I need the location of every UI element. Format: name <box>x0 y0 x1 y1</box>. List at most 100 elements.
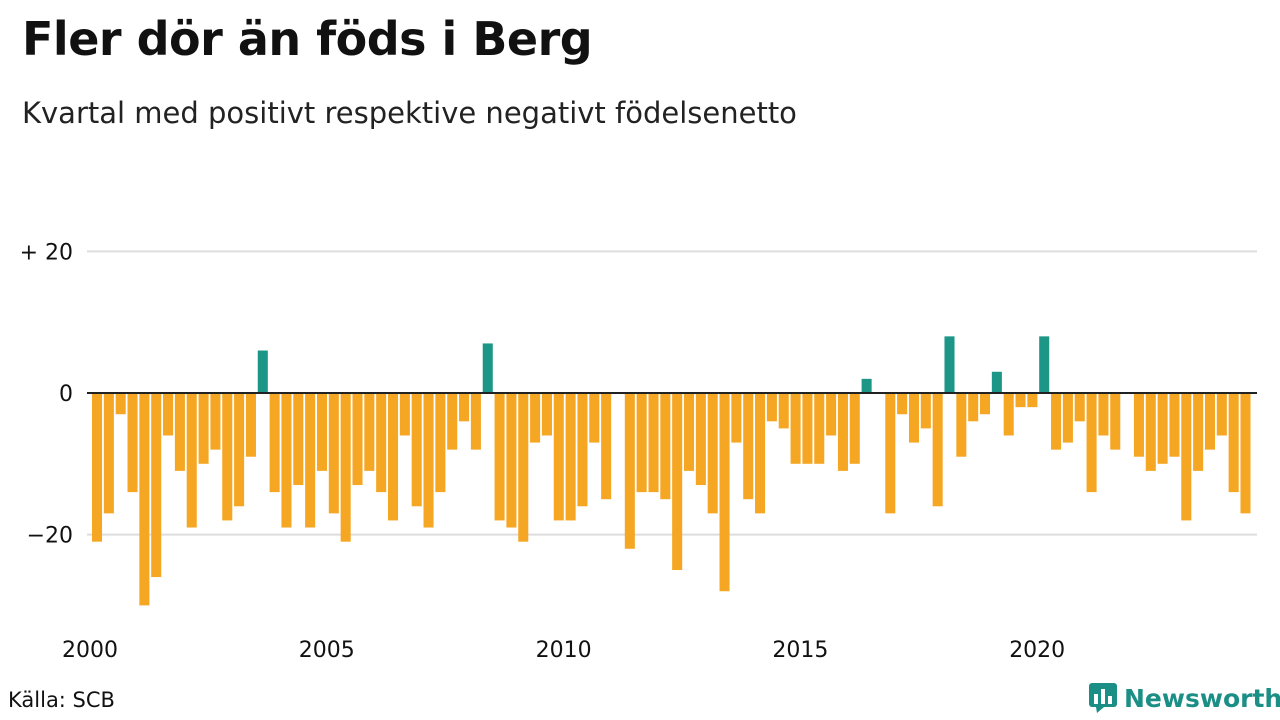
bar-negative <box>660 393 671 500</box>
bar-negative <box>459 393 470 422</box>
bar-negative <box>245 393 256 457</box>
x-axis-labels: 2000 2005 2010 2015 2020 <box>62 638 1065 663</box>
bar-negative <box>695 393 706 486</box>
bar-negative <box>778 393 789 429</box>
bar-negative <box>328 393 339 514</box>
bar-negative <box>163 393 174 436</box>
bar-negative <box>1015 393 1026 408</box>
bar-negative <box>1204 393 1215 450</box>
bar-negative <box>932 393 943 507</box>
bar-negative <box>968 393 979 422</box>
bar-negative <box>802 393 813 464</box>
bar-negative <box>577 393 588 507</box>
bar-negative <box>707 393 718 514</box>
bar-negative <box>885 393 896 514</box>
x-tick-label: 2005 <box>299 638 355 663</box>
bar-negative <box>316 393 327 471</box>
bar-negative <box>530 393 541 443</box>
bar-negative <box>506 393 517 528</box>
bar-negative <box>174 393 185 471</box>
bar-negative <box>826 393 837 436</box>
bar-negative <box>684 393 695 471</box>
y-tick-label: + 20 <box>20 240 73 265</box>
bar-negative <box>281 393 292 528</box>
bar-negative <box>1181 393 1192 521</box>
bar-negative <box>1027 393 1038 408</box>
bar-negative <box>411 393 422 507</box>
bar-negative <box>1169 393 1180 457</box>
x-tick-label: 2015 <box>772 638 828 663</box>
bar-negative <box>837 393 848 471</box>
bar-negative <box>352 393 363 486</box>
bar-negative <box>1062 393 1073 443</box>
bar-negative <box>447 393 458 450</box>
bar-negative <box>1145 393 1156 471</box>
bar-negative <box>766 393 777 422</box>
bar-negative <box>399 393 410 436</box>
bar-negative <box>1228 393 1239 493</box>
bar-negative <box>636 393 647 493</box>
bar-positive <box>257 350 268 393</box>
bar-negative <box>1216 393 1227 436</box>
bar-negative <box>210 393 221 450</box>
bar-negative <box>494 393 505 521</box>
bar-negative <box>624 393 635 549</box>
bar-negative <box>1133 393 1144 457</box>
bar-negative <box>956 393 967 457</box>
bar-negative <box>553 393 564 521</box>
bar-negative <box>731 393 742 443</box>
bar-negative <box>198 393 209 464</box>
x-tick-label: 2020 <box>1009 638 1065 663</box>
bar-positive <box>991 371 1002 393</box>
bar-negative <box>1157 393 1168 464</box>
brand-name: Newsworthy <box>1124 683 1280 713</box>
bar-negative <box>743 393 754 500</box>
bar-negative <box>92 393 103 542</box>
chart-title: Fler dör än föds i Berg <box>22 12 593 66</box>
brand-logo: Newsworthy <box>1088 682 1280 714</box>
bar-negative <box>849 393 860 464</box>
bar-positive <box>482 343 493 393</box>
bar-negative <box>908 393 919 443</box>
bar-negative <box>814 393 825 464</box>
bar-negative <box>376 393 387 493</box>
x-tick-label: 2000 <box>62 638 118 663</box>
bar-negative <box>790 393 801 464</box>
bar-negative <box>269 393 280 493</box>
bar-negative <box>601 393 612 500</box>
bar-negative <box>1110 393 1121 450</box>
bar-negative <box>518 393 529 542</box>
bar-negative <box>293 393 304 486</box>
bar-negative <box>151 393 162 578</box>
bar-negative <box>648 393 659 493</box>
bar-positive <box>944 336 955 393</box>
bar-negative <box>103 393 114 514</box>
bar-negative <box>672 393 683 570</box>
bar-negative <box>1003 393 1014 436</box>
bar-negative <box>719 393 730 592</box>
bar-positive <box>1039 336 1050 393</box>
bar-negative <box>364 393 375 471</box>
bar-negative <box>1240 393 1251 514</box>
source-label: Källa: SCB <box>8 688 115 712</box>
bar-negative <box>115 393 126 415</box>
newsworthy-logo-icon <box>1089 683 1117 713</box>
y-tick-label: 0 <box>59 382 73 407</box>
bar-negative <box>1193 393 1204 471</box>
bar-negative <box>305 393 316 528</box>
bar-negative <box>541 393 552 436</box>
bar-negative <box>589 393 600 443</box>
bar-negative <box>1086 393 1097 493</box>
bar-negative <box>1051 393 1062 450</box>
bar-negative <box>980 393 991 415</box>
bar-negative <box>423 393 434 528</box>
bar-negative <box>755 393 766 514</box>
bar-negative <box>1074 393 1085 422</box>
y-axis-labels: + 20 0 −20 <box>20 240 73 548</box>
bar-negative <box>127 393 138 493</box>
bar-negative <box>470 393 481 450</box>
bar-negative <box>139 393 150 606</box>
bar-negative <box>234 393 245 507</box>
bar-negative <box>340 393 351 542</box>
